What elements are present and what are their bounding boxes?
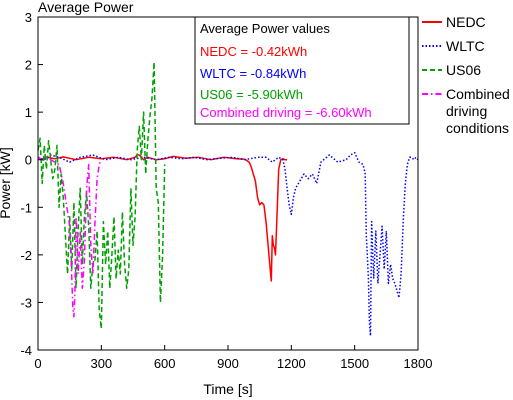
series-line-0 — [37, 154, 288, 282]
annotation-box: Average Power values NEDC = -0.42kWh WLT… — [194, 16, 410, 125]
y-tick-label-7: 3 — [25, 10, 32, 25]
series-line-2 — [37, 61, 166, 330]
series-line-3 — [37, 156, 102, 318]
y-tick-label-0: -4 — [20, 343, 32, 358]
annotation-us06: US06 = -5.90kWh — [200, 87, 303, 102]
legend-label-1: WLTC — [446, 38, 485, 54]
annotation-box-frame — [194, 16, 410, 125]
annotation-title: Average Power values — [200, 21, 330, 36]
y-axis-label: Power [kW] — [0, 147, 13, 219]
y-tick-label-6: 2 — [25, 58, 32, 73]
y-tick-label-3: -1 — [20, 200, 32, 215]
chart-title: Average Power — [38, 0, 134, 15]
series-line-1 — [37, 151, 419, 337]
x-tick-label-6: 1800 — [404, 356, 433, 371]
y-tick-label-5: 1 — [25, 105, 32, 120]
y-tick-label-2: -2 — [20, 248, 32, 263]
legend-label-2: US06 — [446, 62, 481, 78]
legend-label-0: NEDC — [446, 14, 486, 30]
x-tick-label-5: 1500 — [340, 356, 369, 371]
legend: NEDC WLTC US06 Combined driving conditions — [422, 14, 510, 136]
annotation-combined: Combined driving = -6.60kWh — [200, 105, 372, 120]
x-tick-label-3: 900 — [217, 356, 239, 371]
y-tick-label-4: 0 — [25, 153, 32, 168]
series-layer — [37, 61, 419, 337]
x-tick-label-2: 600 — [154, 356, 176, 371]
x-axis-label: Time [s] — [203, 381, 252, 397]
legend-label-3: Combined driving conditions — [446, 86, 510, 136]
x-tick-label-1: 300 — [90, 356, 112, 371]
x-tick-label-0: 0 — [34, 356, 41, 371]
axis-layer: 0 300 600 900 1200 1500 1800 -4 -3 -2 -1 0 1 2 3 — [20, 10, 432, 371]
x-tick-label-4: 1200 — [277, 356, 306, 371]
annotation-wltc: WLTC = -0.84kWh — [200, 66, 306, 81]
annotation-nedc: NEDC = -0.42kWh — [200, 44, 307, 59]
y-tick-label-1: -3 — [20, 295, 32, 310]
